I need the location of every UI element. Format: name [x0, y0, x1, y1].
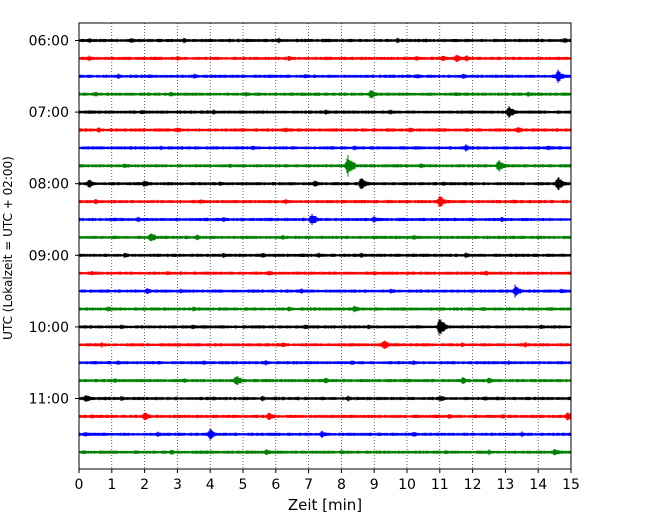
trace-11:15	[78, 412, 572, 421]
x-tick-label: 10	[398, 477, 416, 493]
x-tick-label: 3	[173, 477, 182, 493]
trace-08:00	[78, 177, 572, 190]
x-tick-label: 9	[370, 477, 379, 493]
y-tick-label: 11:00	[29, 392, 69, 408]
trace-09:00	[78, 252, 572, 259]
trace-11:45	[78, 449, 572, 456]
trace-06:45	[78, 90, 572, 99]
x-axis-label: Zeit [min]	[288, 496, 362, 514]
trace-06:30	[78, 69, 572, 84]
y-tick-label: 07:00	[29, 105, 69, 121]
vertical-grid	[78, 23, 572, 469]
trace-10:00	[78, 319, 572, 335]
trace-07:00	[78, 106, 572, 118]
trace-06:00	[78, 37, 572, 44]
y-tick-label: 10:00	[29, 320, 69, 336]
x-tick-label: 4	[206, 477, 215, 493]
trace-11:30	[78, 428, 572, 440]
x-tick-label: 13	[496, 477, 514, 493]
trace-07:45	[78, 155, 572, 177]
trace-10:15	[78, 340, 572, 349]
x-axis-ticks: 0 1 2 3 4 5 6 7 8 9 10 11 12 13 14 15	[75, 469, 580, 493]
x-tick-label: 14	[529, 477, 547, 493]
y-tick-label: 06:00	[29, 34, 69, 50]
x-tick-label: 8	[337, 477, 346, 493]
trace-08:15	[78, 196, 572, 207]
y-tick-label: 08:00	[29, 177, 69, 193]
trace-09:15	[78, 270, 572, 276]
trace-09:45	[78, 305, 572, 313]
plot-frame	[78, 22, 572, 470]
y-axis-label: UTC (Lokalzeit = UTC + 02:00)	[1, 156, 15, 340]
trace-09:30	[78, 284, 572, 298]
x-tick-label: 1	[107, 477, 116, 493]
x-tick-label: 7	[304, 477, 313, 493]
x-tick-label: 0	[75, 477, 84, 493]
x-tick-label: 15	[562, 477, 580, 493]
trace-07:15	[78, 127, 572, 133]
trace-11:00	[78, 395, 572, 402]
y-tick-label: 09:00	[29, 248, 69, 264]
trace-10:30	[78, 359, 572, 366]
x-tick-label: 6	[271, 477, 280, 493]
trace-08:45	[78, 233, 572, 242]
seismogram-traces	[78, 37, 572, 456]
x-tick-label: 5	[239, 477, 248, 493]
trace-10:45	[78, 376, 572, 385]
x-tick-label: 11	[431, 477, 449, 493]
trace-07:30	[78, 144, 572, 152]
y-axis-ticks: 06:00 07:00 08:00 09:00 10:00 11:00	[29, 34, 79, 408]
trace-06:15	[78, 54, 572, 63]
x-tick-label: 2	[140, 477, 149, 493]
x-tick-label: 12	[464, 477, 482, 493]
trace-08:30	[78, 213, 572, 226]
